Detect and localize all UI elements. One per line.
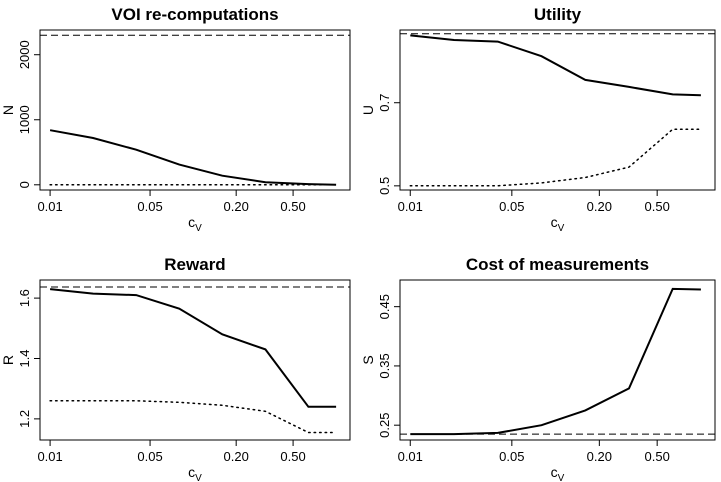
x-axis-label-main: c [188,464,195,480]
x-tick-label: 0.20 [224,199,249,214]
x-tick-label: 0.05 [499,199,524,214]
x-tick-label: 0.05 [499,449,524,464]
x-tick-label: 0.01 [37,199,62,214]
x-tick-label: 0.05 [137,199,162,214]
x-axis-label-sub: V [195,223,202,234]
plot-frame [399,279,716,441]
x-tick-label: 0.20 [587,449,612,464]
x-tick-label: 0.05 [137,449,162,464]
chart-panel: Cost of measurements 0.01 0.05 0.20 0.50 cV 0.… [360,255,716,482]
x-axis-label-main: c [551,214,558,230]
y-tick-label: 1.2 [17,410,32,428]
chart-title: Reward [164,255,225,274]
chart-panel: Reward 0.01 0.05 0.20 0.50 cV 1.2 1.4 1.6 R [0,255,351,482]
plot-frame [39,279,351,441]
chart-panel: Utility 0.01 0.05 0.20 0.50 cV 0.5 0.7U [360,5,716,234]
x-tick-label: 0.20 [224,449,249,464]
y-tick-label: 1000 [17,105,32,134]
chart-panel: VOI re-computations 0.01 0.05 0.20 0.50 cV 0 10… [0,5,351,234]
x-axis-label: cV [188,464,202,482]
dotted-series-line [409,128,702,187]
x-tick-label: 0.20 [587,199,612,214]
y-axis-label: N [0,105,16,115]
y-tick-label: 1.4 [17,349,32,367]
x-axis-label: cV [551,464,565,482]
plot-frame [399,29,716,191]
x-axis-label-main: c [188,214,195,230]
y-tick-label: 0.45 [377,294,392,319]
x-axis-label-main: c [551,464,558,480]
chart-title: Utility [534,5,582,24]
x-tick-label: 0.01 [398,449,423,464]
x-axis-label-sub: V [558,473,565,482]
x-tick-label: 0.01 [37,449,62,464]
y-tick-label: 0 [17,181,32,188]
solid-series-line [410,287,701,436]
chart-title: VOI re-computations [111,5,278,24]
y-axis-label: U [360,105,376,115]
y-axis-label: R [0,355,16,365]
x-tick-label: 0.50 [645,199,670,214]
x-axis-label-sub: V [558,223,565,234]
solid-series-line [49,129,337,186]
chart-title: Cost of measurements [466,255,649,274]
y-tick-label: 0.5 [377,177,392,195]
solid-series-line [49,288,337,408]
x-axis-label-sub: V [195,473,202,482]
x-axis-label: cV [188,214,202,234]
y-tick-label: 2000 [17,40,32,69]
plot-frame [39,29,351,191]
y-tick-label: 0.7 [377,94,392,112]
x-tick-label: 0.01 [398,199,423,214]
y-tick-label: 1.6 [17,289,32,307]
x-tick-label: 0.50 [280,199,305,214]
dotted-series-line [49,400,337,434]
y-axis-label: S [360,355,376,364]
x-axis-label: cV [551,214,565,234]
y-tick-label: 0.25 [377,413,392,438]
x-tick-label: 0.50 [280,449,305,464]
y-tick-label: 0.35 [377,353,392,378]
solid-series-line [410,34,701,97]
x-tick-label: 0.50 [645,449,670,464]
